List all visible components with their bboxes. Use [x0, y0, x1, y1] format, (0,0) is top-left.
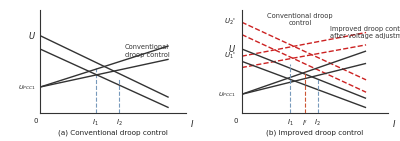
Text: $I_2$: $I_2$: [116, 118, 122, 128]
Text: $U_2$': $U_2$': [224, 17, 236, 27]
Text: $U$: $U$: [228, 43, 236, 54]
Text: $I$: $I$: [392, 118, 396, 129]
Text: $I_1$: $I_1$: [92, 118, 99, 128]
Text: (a) Conventional droop control: (a) Conventional droop control: [58, 129, 168, 136]
Text: 0: 0: [33, 118, 38, 124]
Text: Conventional droop
control: Conventional droop control: [268, 13, 333, 27]
Text: $U_{PCC1}$: $U_{PCC1}$: [218, 90, 236, 99]
Text: (b) Improved droop control: (b) Improved droop control: [266, 129, 364, 136]
Text: $U_1$': $U_1$': [224, 51, 236, 61]
Text: $U_{PCC1}$: $U_{PCC1}$: [18, 83, 36, 92]
Text: Improved droop control
after voltage adjustment: Improved droop control after voltage adj…: [330, 26, 400, 39]
Text: $I'$: $I'$: [302, 118, 308, 128]
Text: $U$: $U$: [28, 30, 36, 41]
Text: 0: 0: [234, 118, 238, 124]
Text: $I_2$: $I_2$: [314, 118, 321, 128]
Text: Conventional
droop control: Conventional droop control: [125, 44, 170, 58]
Text: $I$: $I$: [190, 118, 194, 129]
Text: $I_1$: $I_1$: [287, 118, 293, 128]
